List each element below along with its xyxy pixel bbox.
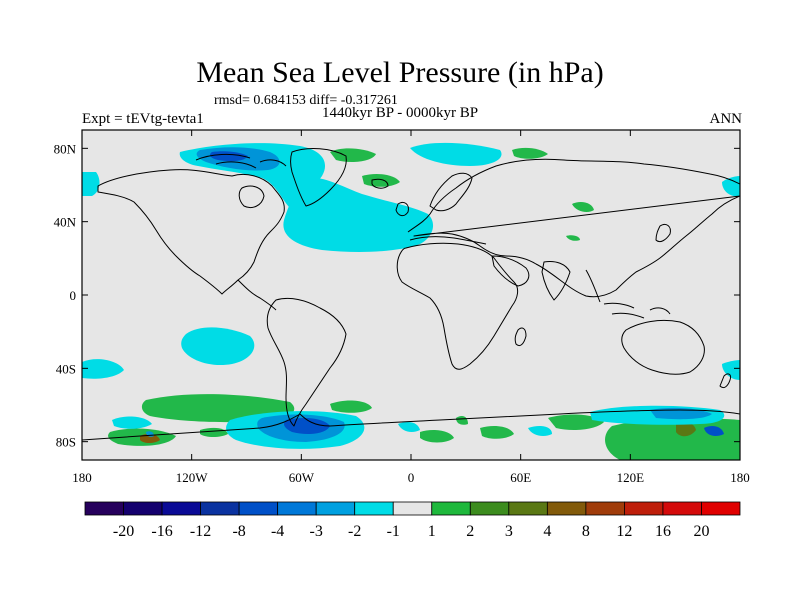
coast-africa bbox=[396, 242, 519, 370]
colorbar-swatch bbox=[469, 501, 510, 516]
colorbar-swatch bbox=[701, 501, 741, 516]
south-pacific-anomaly bbox=[181, 327, 255, 366]
colorbar-label: -8 bbox=[232, 523, 245, 540]
coast-north-america bbox=[97, 169, 285, 295]
coast-hudson-bay bbox=[238, 185, 265, 209]
colorbar-label: 16 bbox=[655, 523, 671, 540]
experiment-label: Expt = tEVtg-tevta1 bbox=[82, 111, 204, 127]
colorbar-swatch bbox=[585, 501, 625, 516]
colorbar-label: 12 bbox=[616, 523, 632, 540]
coast-antarctica bbox=[82, 409, 740, 441]
arctic-positive-patch bbox=[330, 148, 376, 162]
y-tick-label: 40S bbox=[56, 361, 76, 376]
anomaly-fields bbox=[82, 142, 740, 460]
period-label: 1440kyr BP - 0000kyr BP bbox=[322, 105, 479, 121]
x-tick-label: 180 bbox=[72, 470, 92, 485]
coast-greenland bbox=[290, 148, 347, 207]
colorbar-swatch bbox=[354, 501, 394, 516]
x-tick-label: 60W bbox=[289, 470, 315, 485]
y-tick-label: 80S bbox=[56, 435, 76, 450]
coast-arctic-islands bbox=[195, 153, 287, 169]
coast-new-zealand bbox=[719, 373, 731, 389]
ross-sea-low bbox=[112, 416, 152, 429]
colorbar-label: -16 bbox=[151, 523, 172, 540]
colorbar-label: 8 bbox=[582, 523, 590, 540]
colorbar-label: -4 bbox=[271, 523, 284, 540]
x-tick-label: 0 bbox=[408, 470, 415, 485]
colorbar-swatch bbox=[508, 501, 548, 516]
coast-arabia bbox=[491, 255, 530, 287]
east-antarctica-low-spot bbox=[704, 426, 724, 436]
pacific-antarctic-core bbox=[650, 407, 712, 420]
colorbar-swatch bbox=[123, 501, 163, 516]
small-low-3 bbox=[528, 426, 552, 436]
colorbar-swatch bbox=[546, 501, 587, 516]
season-label: ANN bbox=[709, 111, 743, 127]
coast-british-isles bbox=[395, 201, 409, 217]
north-pacific-west-anomaly bbox=[82, 172, 100, 196]
x-tick-label: 120E bbox=[617, 470, 645, 485]
x-axis: 180 120W 60W 0 60E 120E 180 bbox=[72, 130, 750, 485]
coast-iceland bbox=[371, 178, 389, 189]
coast-japan bbox=[655, 223, 671, 243]
southeast-pacific-anomaly bbox=[722, 360, 740, 380]
x-tick-label: 120W bbox=[176, 470, 209, 485]
indian-ocean-antarctic-positive bbox=[548, 414, 604, 430]
coast-south-america bbox=[266, 297, 347, 427]
southwest-pacific-anomaly bbox=[82, 359, 124, 379]
coast-madagascar bbox=[514, 327, 527, 347]
weddell-positive bbox=[420, 430, 454, 443]
north-atlantic-anomaly bbox=[283, 177, 434, 252]
coast-mediterranean bbox=[409, 236, 487, 245]
colorbar-swatch bbox=[662, 501, 702, 516]
coast-central-america bbox=[237, 279, 277, 311]
coast-scandinavia bbox=[429, 172, 473, 212]
himalaya-positive-patch bbox=[566, 235, 580, 241]
colorbar-swatch bbox=[392, 501, 433, 516]
north-pacific-east-anomaly bbox=[722, 176, 740, 197]
colorbar-label: -3 bbox=[310, 523, 323, 540]
colorbar-swatch bbox=[200, 501, 240, 516]
statistics-label: rmsd= 0.684153 diff= -0.317261 bbox=[214, 93, 398, 108]
coast-southeast-asia bbox=[585, 269, 671, 319]
y-axis: 80N 40N 0 40S 80S bbox=[54, 141, 740, 450]
y-tick-label: 40N bbox=[54, 215, 77, 230]
colorbar-label: 20 bbox=[693, 523, 709, 540]
map-title: Mean Sea Level Pressure (in hPa) bbox=[196, 56, 604, 89]
colorbar-swatch bbox=[431, 501, 471, 516]
small-high-4 bbox=[456, 416, 468, 425]
colorbar-swatch bbox=[277, 501, 317, 516]
colorbar-swatch bbox=[624, 501, 664, 516]
coastlines bbox=[82, 148, 740, 441]
coast-australia bbox=[621, 319, 705, 375]
x-tick-label: 180 bbox=[730, 470, 750, 485]
arctic-canada-core-anomaly bbox=[210, 151, 248, 162]
colorbar-swatch bbox=[161, 501, 201, 516]
colorbar-label: 2 bbox=[466, 523, 474, 540]
colorbar-swatch bbox=[315, 501, 356, 516]
colorbar-label: -20 bbox=[113, 523, 134, 540]
colorbar-label: -12 bbox=[190, 523, 211, 540]
colorbar-label: 4 bbox=[543, 523, 551, 540]
x-tick-label: 60E bbox=[510, 470, 531, 485]
south-atlantic-positive bbox=[330, 400, 372, 413]
colorbar-label: -2 bbox=[348, 523, 361, 540]
colorbar-label: 3 bbox=[505, 523, 513, 540]
colorbar-label: -1 bbox=[387, 523, 400, 540]
amery-positive bbox=[480, 426, 514, 439]
small-low-2 bbox=[398, 422, 420, 432]
coast-eurasia bbox=[407, 158, 740, 298]
asia-positive-patch bbox=[572, 202, 594, 212]
siberia-positive-patch bbox=[512, 147, 548, 159]
east-antarctica-core bbox=[676, 422, 696, 437]
colorbar-swatch bbox=[238, 501, 279, 516]
y-tick-label: 80N bbox=[54, 141, 77, 156]
colorbar-label: 1 bbox=[428, 523, 436, 540]
barents-anomaly bbox=[410, 142, 502, 166]
coast-india bbox=[541, 261, 571, 301]
colorbar-swatch bbox=[84, 501, 124, 516]
y-tick-label: 0 bbox=[70, 288, 77, 303]
colorbar: -20 -16 -12 -8 -4 -3 -2 -1 1 2 3 4 8 12 16 20 bbox=[84, 501, 741, 540]
